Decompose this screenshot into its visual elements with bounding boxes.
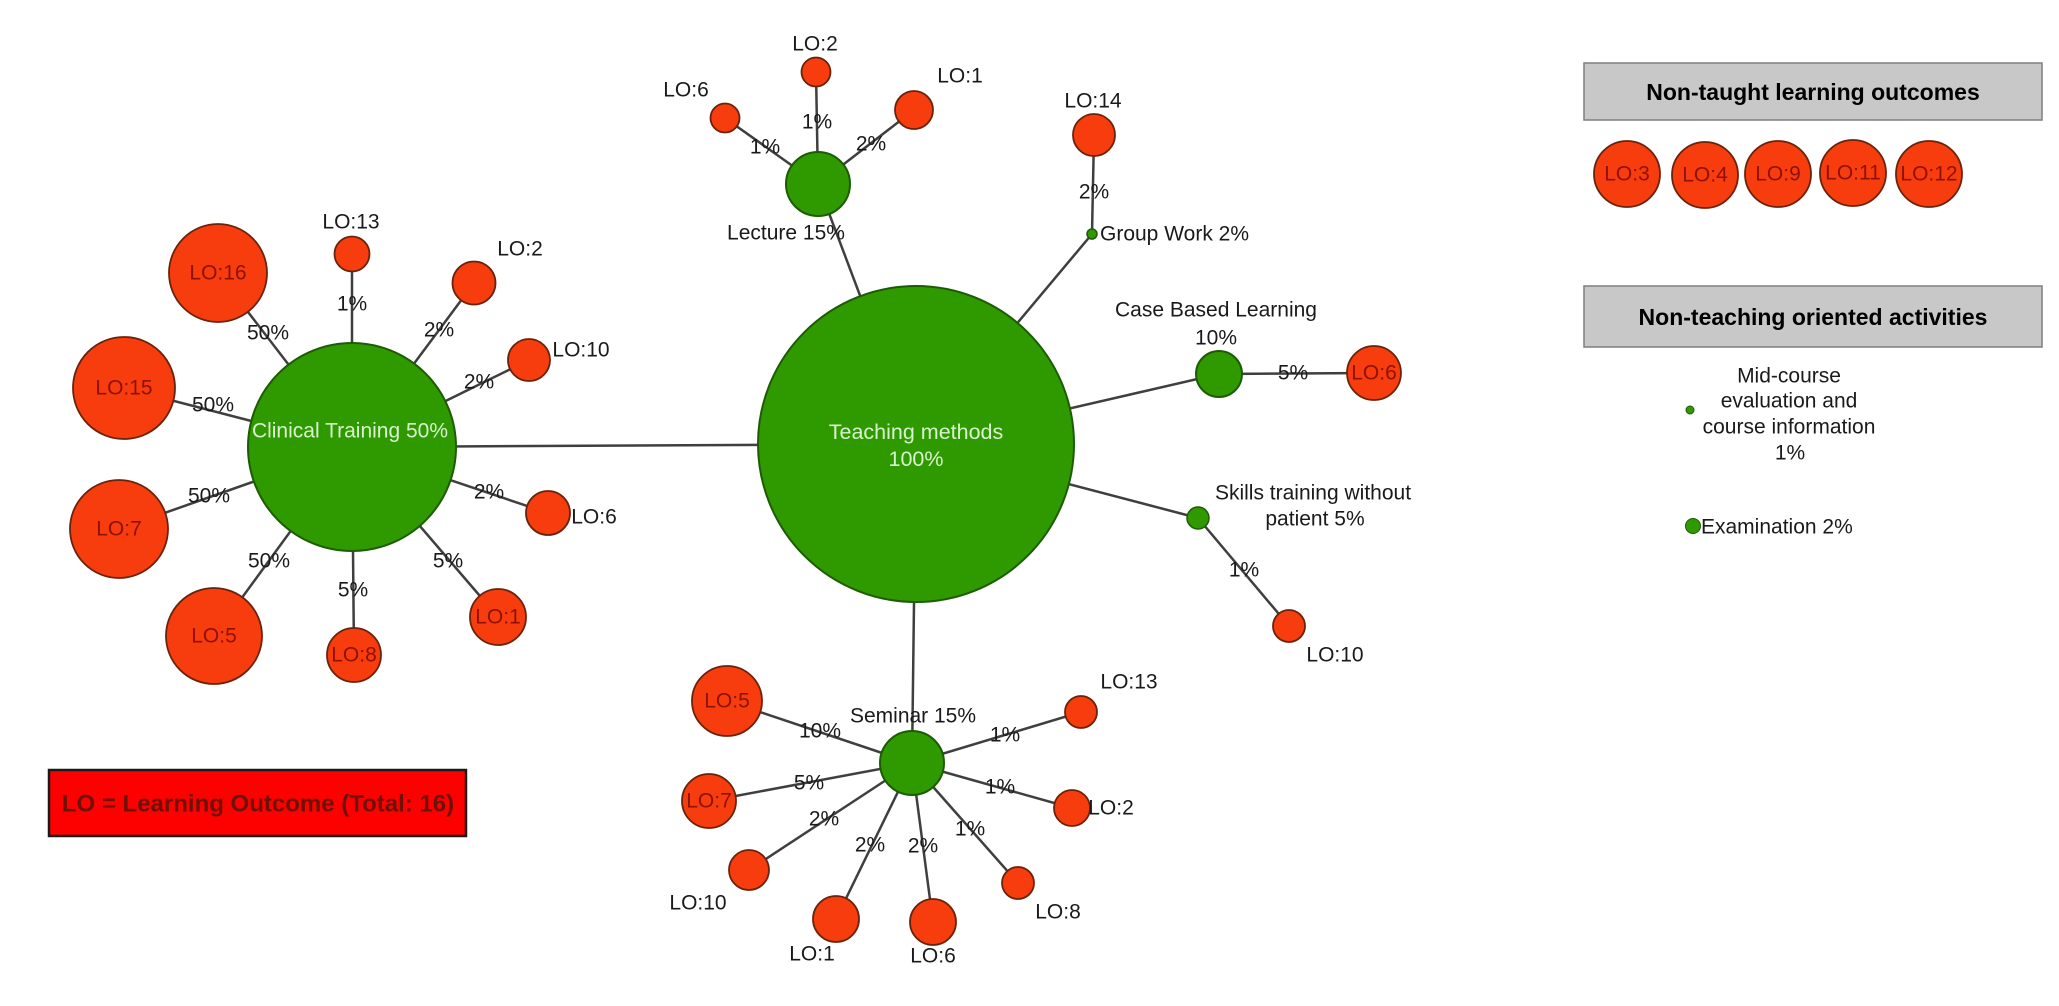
- svg-text:Group Work 2%: Group Work 2%: [1100, 223, 1249, 246]
- svg-text:LO:4: LO:4: [1682, 164, 1728, 187]
- svg-text:5%: 5%: [794, 772, 824, 795]
- svg-text:Seminar 15%: Seminar 15%: [850, 705, 976, 728]
- svg-text:LO:11: LO:11: [1825, 162, 1881, 185]
- svg-text:LO:8: LO:8: [1035, 901, 1081, 924]
- svg-text:LO:5: LO:5: [704, 690, 750, 713]
- svg-text:LO:2: LO:2: [497, 238, 543, 261]
- svg-text:2%: 2%: [474, 481, 504, 504]
- svg-text:Case Based Learning: Case Based Learning: [1115, 299, 1317, 322]
- svg-text:2%: 2%: [464, 371, 494, 394]
- svg-text:LO:16: LO:16: [189, 262, 246, 285]
- svg-text:LO:10: LO:10: [552, 339, 609, 362]
- svg-text:course information: course information: [1703, 416, 1876, 439]
- svg-text:LO:5: LO:5: [191, 625, 237, 648]
- svg-text:1%: 1%: [337, 293, 367, 316]
- svg-text:LO:1: LO:1: [789, 943, 835, 966]
- svg-text:1%: 1%: [1775, 442, 1805, 465]
- svg-text:1%: 1%: [955, 818, 985, 841]
- svg-text:50%: 50%: [247, 322, 289, 345]
- svg-text:5%: 5%: [338, 579, 368, 602]
- svg-text:Mid-course: Mid-course: [1737, 365, 1841, 388]
- svg-text:Lecture 15%: Lecture 15%: [727, 222, 845, 245]
- svg-text:2%: 2%: [908, 835, 938, 858]
- svg-text:LO:15: LO:15: [95, 377, 152, 400]
- svg-text:50%: 50%: [188, 485, 230, 508]
- svg-text:1%: 1%: [985, 776, 1015, 799]
- svg-text:2%: 2%: [856, 133, 886, 156]
- svg-text:LO:6: LO:6: [910, 945, 956, 968]
- svg-text:patient 5%: patient 5%: [1265, 508, 1364, 531]
- svg-text:LO:7: LO:7: [96, 518, 142, 541]
- svg-text:10%: 10%: [1195, 327, 1237, 350]
- svg-text:LO:8: LO:8: [331, 644, 377, 667]
- svg-text:LO:12: LO:12: [1900, 163, 1957, 186]
- svg-text:LO:10: LO:10: [1306, 644, 1363, 667]
- svg-text:evaluation and: evaluation and: [1721, 390, 1858, 413]
- svg-text:2%: 2%: [1079, 181, 1109, 204]
- svg-text:Clinical Training 50%: Clinical Training 50%: [252, 420, 448, 443]
- svg-text:Teaching methods: Teaching methods: [829, 420, 1004, 444]
- svg-text:Non-teaching oriented activiti: Non-teaching oriented activities: [1639, 304, 1988, 330]
- svg-text:2%: 2%: [809, 808, 839, 831]
- svg-text:LO:1: LO:1: [475, 606, 521, 629]
- svg-text:1%: 1%: [750, 136, 780, 159]
- svg-text:10%: 10%: [799, 720, 841, 743]
- svg-text:LO:2: LO:2: [1088, 797, 1134, 820]
- svg-text:LO:2: LO:2: [792, 33, 838, 56]
- svg-text:LO:6: LO:6: [571, 506, 617, 529]
- svg-text:100%: 100%: [889, 447, 944, 471]
- svg-text:2%: 2%: [424, 319, 454, 342]
- svg-text:1%: 1%: [802, 111, 832, 134]
- svg-text:2%: 2%: [855, 834, 885, 857]
- svg-text:LO:1: LO:1: [937, 65, 983, 88]
- svg-text:LO:6: LO:6: [663, 79, 709, 102]
- svg-text:LO:6: LO:6: [1351, 362, 1397, 385]
- svg-text:5%: 5%: [1278, 362, 1308, 385]
- svg-text:Skills training without: Skills training without: [1215, 482, 1411, 505]
- svg-text:Examination 2%: Examination 2%: [1701, 516, 1853, 539]
- svg-text:1%: 1%: [990, 724, 1020, 747]
- svg-text:LO = Learning Outcome (Total:: LO = Learning Outcome (Total: 16): [62, 791, 454, 818]
- svg-text:50%: 50%: [192, 394, 234, 417]
- svg-text:LO:3: LO:3: [1604, 163, 1650, 186]
- svg-text:1%: 1%: [1229, 559, 1259, 582]
- svg-text:LO:13: LO:13: [322, 211, 379, 234]
- svg-text:LO:7: LO:7: [686, 790, 732, 813]
- svg-text:LO:10: LO:10: [669, 892, 726, 915]
- svg-text:LO:9: LO:9: [1755, 163, 1801, 186]
- svg-text:5%: 5%: [433, 550, 463, 573]
- svg-text:LO:14: LO:14: [1064, 90, 1122, 113]
- svg-text:Non-taught learning outcomes: Non-taught learning outcomes: [1646, 79, 1980, 105]
- svg-text:LO:13: LO:13: [1100, 671, 1157, 694]
- svg-text:50%: 50%: [248, 550, 290, 573]
